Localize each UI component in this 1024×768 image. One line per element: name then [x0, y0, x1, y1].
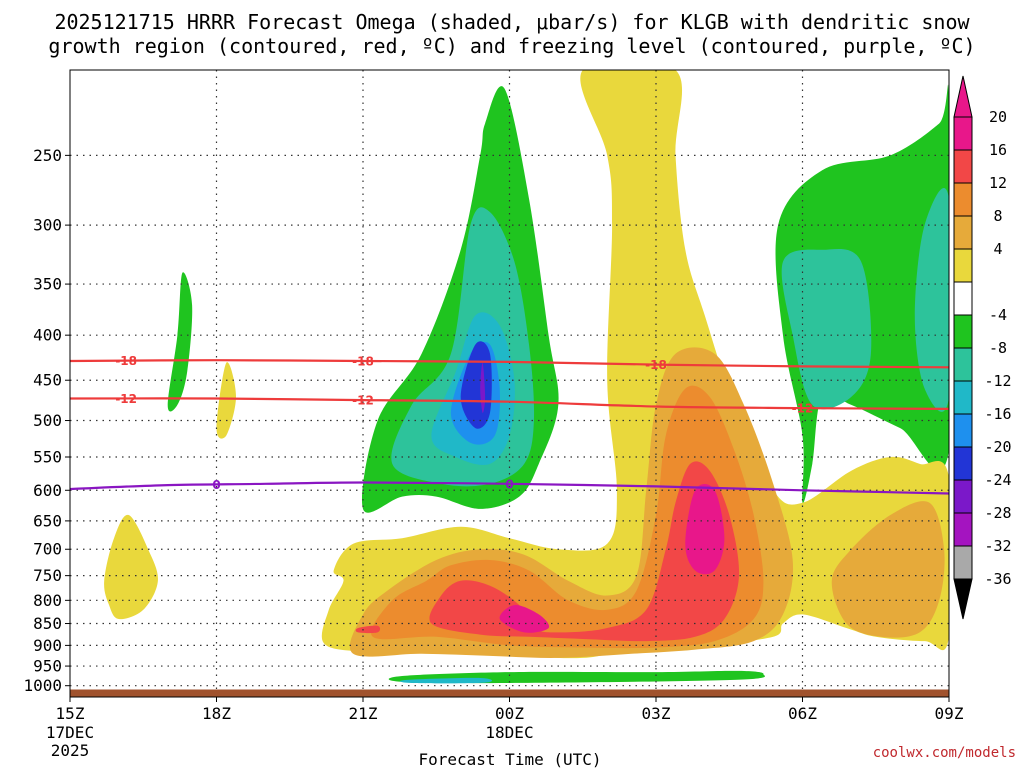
temperature-contours: -18 -18 -18 -12 -12 -12 0 0 [70, 354, 949, 495]
x-tick-label-18Z: 18Z [202, 704, 231, 723]
omega-region-16 [831, 501, 945, 638]
colorbar-label--12: -12 [984, 372, 1011, 390]
contour-label-dgz-minus18-1: -18 [352, 355, 374, 369]
colorbar-label--4: -4 [989, 306, 1007, 324]
colorbar-bin--16 [953, 380, 973, 415]
contour-freezing-level [70, 481, 949, 495]
colorbar-bin-4 [953, 248, 973, 283]
colorbar-bin-12 [953, 182, 973, 217]
colorbar: 20 16 12 8 4 -4 -8 -12 -16 -20 -24 -28 -32 -36 [953, 75, 1012, 620]
y-tick-label-750: 750 [33, 566, 62, 585]
contour-label-dgz-minus12-2: -12 [792, 402, 814, 416]
contour-dgz-minus18 [70, 359, 949, 369]
colorbar-bottom-arrow [953, 578, 973, 620]
ground-layer [70, 689, 949, 697]
x-tick-year-15Z: 2025 [51, 741, 90, 760]
colorbar-label-4: 4 [993, 240, 1002, 258]
x-tick-label-21Z: 21Z [349, 704, 378, 723]
colorbar-label--16: -16 [984, 405, 1011, 423]
colorbar-bin--32 [953, 512, 973, 547]
y-tick-label-800: 800 [33, 591, 62, 610]
colorbar-label--20: -20 [984, 438, 1011, 456]
omega-region-12 [104, 514, 158, 620]
colorbar-bin--28 [953, 479, 973, 514]
y-axis: 250 300 350 400 450 500 550 600 650 700 750 800 850 9… [23, 146, 70, 695]
omega-region-5 [781, 248, 872, 410]
y-tick-label-850: 850 [33, 614, 62, 633]
y-tick-label-250: 250 [33, 146, 62, 165]
credit-text: coolwx.com/models [873, 745, 1016, 761]
colorbar-label--28: -28 [984, 504, 1011, 522]
colorbar-label--8: -8 [989, 339, 1007, 357]
colorbar-bin--20 [953, 413, 973, 448]
x-tick-label-00Z: 00Z [495, 704, 524, 723]
y-tick-label-350: 350 [33, 275, 62, 294]
omega-region-18 [429, 461, 740, 642]
y-tick-label-650: 650 [33, 511, 62, 530]
y-tick-label-550: 550 [33, 447, 62, 466]
y-tick-label-1000: 1000 [23, 676, 62, 695]
colorbar-bin--24 [953, 446, 973, 481]
colorbar-label--36: -36 [984, 570, 1011, 588]
x-tick-label-06Z: 06Z [788, 704, 817, 723]
colorbar-bin--4 [953, 281, 973, 316]
x-tick-label-15Z: 15Z [56, 704, 85, 723]
y-tick-label-700: 700 [33, 540, 62, 559]
omega-region-13 [216, 362, 236, 439]
y-tick-label-500: 500 [33, 411, 62, 430]
colorbar-bin-16 [953, 149, 973, 184]
chart-title-line1: 2025121715 HRRR Forecast Omega (shaded, … [54, 10, 970, 34]
colorbar-label-16: 16 [989, 141, 1007, 159]
y-tick-label-600: 600 [33, 481, 62, 500]
colorbar-label-20: 20 [989, 108, 1007, 126]
omega-region-11 [400, 677, 493, 684]
gridlines [70, 70, 949, 697]
x-axis-label: Forecast Time (UTC) [418, 750, 601, 768]
contour-label-dgz-minus12-1: -12 [352, 394, 374, 408]
contour-label-freezing-level-0: 0 [212, 478, 220, 492]
x-tick-date-00Z: 18DEC [485, 723, 533, 742]
colorbar-bin--12 [953, 347, 973, 382]
colorbar-label-8: 8 [993, 207, 1002, 225]
y-tick-label-300: 300 [33, 216, 62, 235]
contour-label-dgz-minus18-0: -18 [115, 354, 137, 368]
omega-region-20 [685, 483, 725, 575]
y-tick-label-400: 400 [33, 326, 62, 345]
colorbar-bin--8 [953, 314, 973, 349]
contour-label-dgz-minus18-2: -18 [645, 358, 667, 372]
contour-label-dgz-minus12-0: -12 [115, 392, 137, 406]
y-tick-label-900: 900 [33, 636, 62, 655]
colorbar-label--32: -32 [984, 537, 1011, 555]
omega-region-21 [355, 625, 381, 634]
x-tick-label-09Z: 09Z [935, 704, 964, 723]
omega-region-2 [167, 272, 193, 412]
colorbar-label-12: 12 [989, 174, 1007, 192]
omega-region-6 [914, 188, 949, 412]
ground-bar [70, 689, 949, 697]
colorbar-bin-20 [953, 116, 973, 151]
y-tick-label-950: 950 [33, 657, 62, 676]
contour-label-freezing-level-1: 0 [505, 477, 513, 491]
x-tick-date-15Z: 17DEC [46, 723, 94, 742]
chart-title-line2: growth region (contoured, red, ºC) and f… [48, 34, 975, 58]
x-tick-label-03Z: 03Z [642, 704, 671, 723]
y-tick-label-450: 450 [33, 371, 62, 390]
colorbar-label--24: -24 [984, 471, 1011, 489]
omega-region-19 [499, 605, 550, 633]
colorbar-bin--36 [953, 545, 973, 580]
contour-dgz-minus12 [70, 397, 949, 410]
colorbar-top-arrow [953, 75, 973, 118]
colorbar-bin-8 [953, 215, 973, 250]
